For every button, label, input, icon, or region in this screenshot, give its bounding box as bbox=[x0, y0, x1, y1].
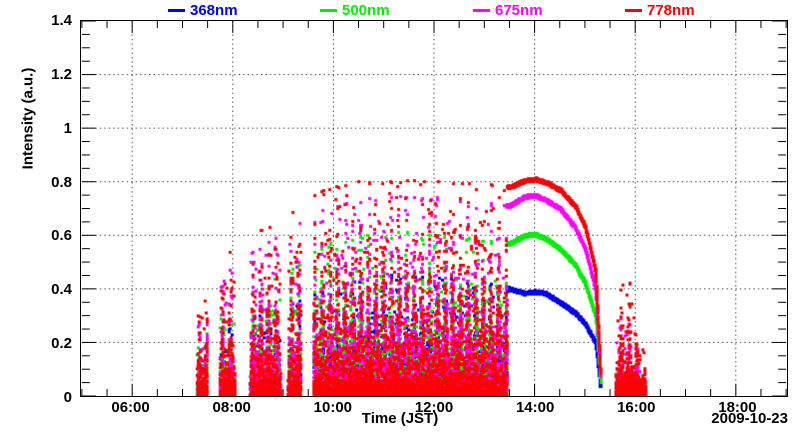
y-tick-label: 0.4 bbox=[51, 281, 72, 299]
legend-label-500nm: 500nm bbox=[342, 1, 390, 19]
legend-label-675nm: 675nm bbox=[495, 1, 543, 19]
y-tick-label: 1.4 bbox=[51, 12, 72, 29]
x-tick-label: 12:00 bbox=[414, 399, 454, 416]
legend-label-368nm: 368nm bbox=[190, 1, 238, 19]
y-tick-label: 0 bbox=[63, 389, 72, 406]
legend-item-500nm: 500nm bbox=[320, 0, 390, 20]
x-axis-title: Time (JST) bbox=[361, 410, 439, 427]
legend-item-778nm: 778nm bbox=[625, 0, 695, 20]
y-tick-label: 0.6 bbox=[51, 227, 72, 245]
x-tick-label: 14:00 bbox=[515, 399, 555, 416]
plot-area bbox=[80, 20, 788, 397]
y-tick-label: 0.2 bbox=[51, 335, 72, 353]
x-tick-label: 08:00 bbox=[212, 399, 251, 416]
legend-swatch-500nm bbox=[320, 8, 337, 12]
x-tick-label: 18:00 bbox=[718, 399, 757, 416]
x-tick-label: 16:00 bbox=[617, 399, 656, 416]
y-tick-label: 1.2 bbox=[51, 65, 72, 83]
legend-swatch-675nm bbox=[473, 8, 490, 12]
date-annotation: 2009-10-23 bbox=[711, 410, 788, 427]
x-tick-label: 06:00 bbox=[111, 399, 150, 416]
legend-swatch-368nm bbox=[168, 8, 185, 12]
y-axis-tick-labels: 0 0.2 0.4 0.6 0.8 1 1.2 1.4 bbox=[0, 0, 80, 434]
y-tick-label: 1 bbox=[63, 119, 72, 137]
legend-label-778nm: 778nm bbox=[647, 1, 695, 19]
chart-legend: 368nm 500nm 675nm 778nm bbox=[0, 0, 800, 20]
legend-item-368nm: 368nm bbox=[168, 0, 238, 20]
y-tick-label: 0.8 bbox=[51, 173, 72, 191]
legend-item-675nm: 675nm bbox=[473, 0, 543, 20]
data-scatter-canvas bbox=[81, 21, 787, 396]
legend-swatch-778nm bbox=[625, 8, 642, 12]
x-tick-label: 10:00 bbox=[313, 399, 353, 416]
